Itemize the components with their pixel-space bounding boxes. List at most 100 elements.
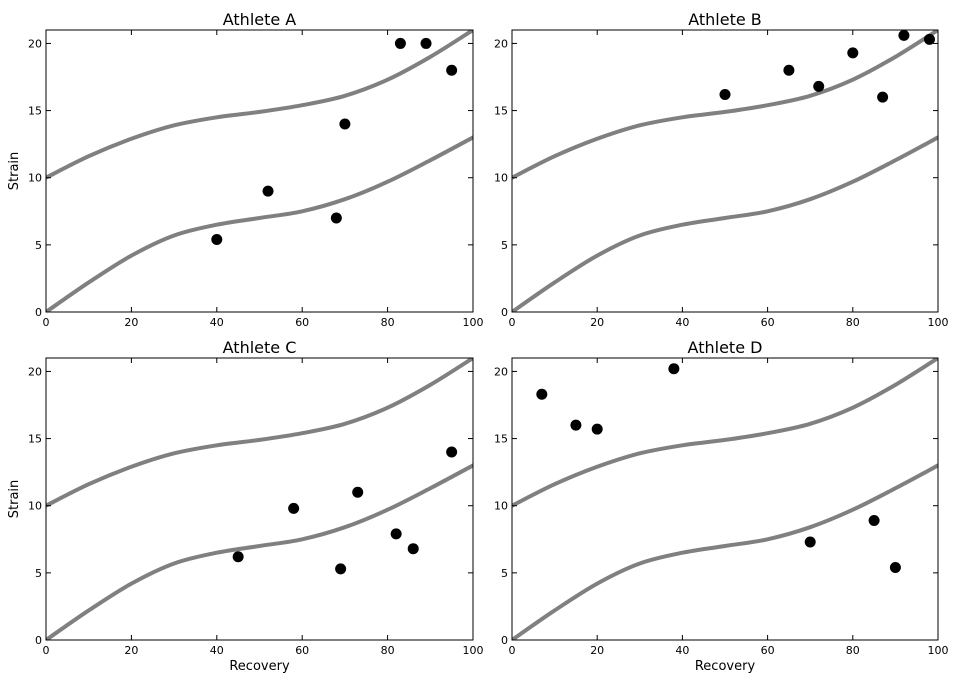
x-tick-label: 100 (463, 644, 484, 657)
data-point (330, 212, 342, 224)
upper-band-line (512, 358, 938, 508)
y-tick-label: 15 (28, 433, 42, 446)
data-point (570, 419, 582, 431)
data-point (335, 563, 347, 575)
x-tick-label: 0 (509, 316, 516, 329)
data-point (446, 446, 458, 458)
data-point (868, 514, 880, 526)
y-tick-label: 15 (494, 105, 508, 118)
data-point (898, 30, 910, 41)
y-tick-label: 5 (35, 239, 42, 252)
x-tick-label: 0 (43, 644, 50, 657)
panel-athlete-a: 0 20 40 60 80 100 0 5 10 15 20 Athlete A Strain (7, 10, 484, 329)
data-point (813, 80, 825, 92)
plot-content (512, 358, 938, 640)
x-tick-label: 60 (295, 316, 309, 329)
x-tick-label: 100 (928, 316, 949, 329)
panel-athlete-b: 0 20 40 60 80 100 0 5 10 15 20 Athlete B (494, 10, 949, 329)
x-tick-label: 80 (846, 316, 860, 329)
x-tick-label: 60 (761, 316, 775, 329)
y-tick-label: 15 (28, 105, 42, 118)
data-point (446, 64, 458, 76)
panel-athlete-c: 0 20 40 60 80 100 0 5 10 15 20 Athlete C Recovery Str… (7, 338, 484, 674)
y-tick-label: 0 (35, 634, 42, 647)
y-tick-label: 15 (494, 433, 508, 446)
data-point (536, 388, 548, 400)
y-tick-label: 10 (28, 500, 42, 513)
x-tick-label: 20 (590, 316, 604, 329)
panel-athlete-d: 0 20 40 60 80 100 0 5 10 15 20 Athlete D Recovery (494, 338, 949, 674)
panel-title: Athlete D (688, 338, 763, 357)
data-point (352, 486, 364, 498)
x-tick-label: 100 (928, 644, 949, 657)
x-axis-label: Recovery (229, 659, 290, 674)
data-point (668, 363, 680, 375)
x-tick-label: 80 (381, 316, 395, 329)
y-tick-label: 0 (501, 634, 508, 647)
data-point (390, 528, 402, 540)
x-tick-label: 20 (590, 644, 604, 657)
lower-band-line (512, 135, 938, 312)
x-tick-label: 80 (846, 644, 860, 657)
x-tick-label: 20 (124, 316, 138, 329)
data-point (211, 233, 223, 245)
x-tick-label: 0 (509, 644, 516, 657)
panel-title: Athlete A (223, 10, 297, 29)
y-tick-label: 10 (494, 500, 508, 513)
x-tick-label: 20 (124, 644, 138, 657)
x-tick-label: 40 (675, 316, 689, 329)
y-axis-label: Strain (7, 152, 22, 191)
data-point (407, 543, 419, 555)
lower-band-line (512, 463, 938, 640)
data-point (877, 91, 889, 103)
panel-title: Athlete C (223, 338, 297, 357)
y-tick-label: 10 (494, 172, 508, 185)
plot-content (46, 30, 473, 312)
y-tick-label: 5 (501, 567, 508, 580)
lower-band-line (46, 463, 473, 640)
panel-title: Athlete B (688, 10, 762, 29)
x-tick-label: 40 (210, 316, 224, 329)
y-tick-label: 20 (28, 37, 42, 50)
y-tick-label: 0 (35, 306, 42, 319)
plot-content (512, 30, 938, 312)
upper-band-line (512, 30, 938, 180)
data-point (339, 118, 351, 130)
lower-band-line (46, 135, 473, 312)
upper-band-line (46, 358, 473, 508)
y-tick-label: 0 (501, 306, 508, 319)
data-point (804, 536, 816, 548)
x-tick-label: 40 (210, 644, 224, 657)
y-tick-label: 20 (28, 365, 42, 378)
y-tick-label: 20 (494, 365, 508, 378)
x-tick-label: 100 (463, 316, 484, 329)
data-point (783, 64, 795, 76)
data-point (394, 37, 406, 49)
data-point (232, 551, 244, 563)
x-axis-label: Recovery (695, 659, 756, 674)
y-axis-label: Strain (7, 480, 22, 519)
plot-frame (511, 357, 939, 641)
data-point (591, 423, 603, 435)
data-point (889, 561, 901, 573)
y-tick-label: 5 (501, 239, 508, 252)
x-tick-label: 40 (675, 644, 689, 657)
data-point (847, 47, 859, 59)
upper-band-line (46, 30, 473, 180)
x-tick-label: 80 (381, 644, 395, 657)
data-point (262, 185, 274, 197)
data-point (923, 33, 935, 45)
y-tick-label: 10 (28, 172, 42, 185)
data-point (719, 88, 731, 100)
y-tick-label: 5 (35, 567, 42, 580)
plot-content (46, 358, 473, 640)
plot-frame (511, 29, 939, 313)
x-tick-label: 60 (761, 644, 775, 657)
y-tick-label: 20 (494, 37, 508, 50)
plot-frame (45, 29, 474, 313)
x-tick-label: 60 (295, 644, 309, 657)
plot-frame (45, 357, 474, 641)
data-point (420, 37, 432, 49)
data-point (288, 502, 300, 514)
